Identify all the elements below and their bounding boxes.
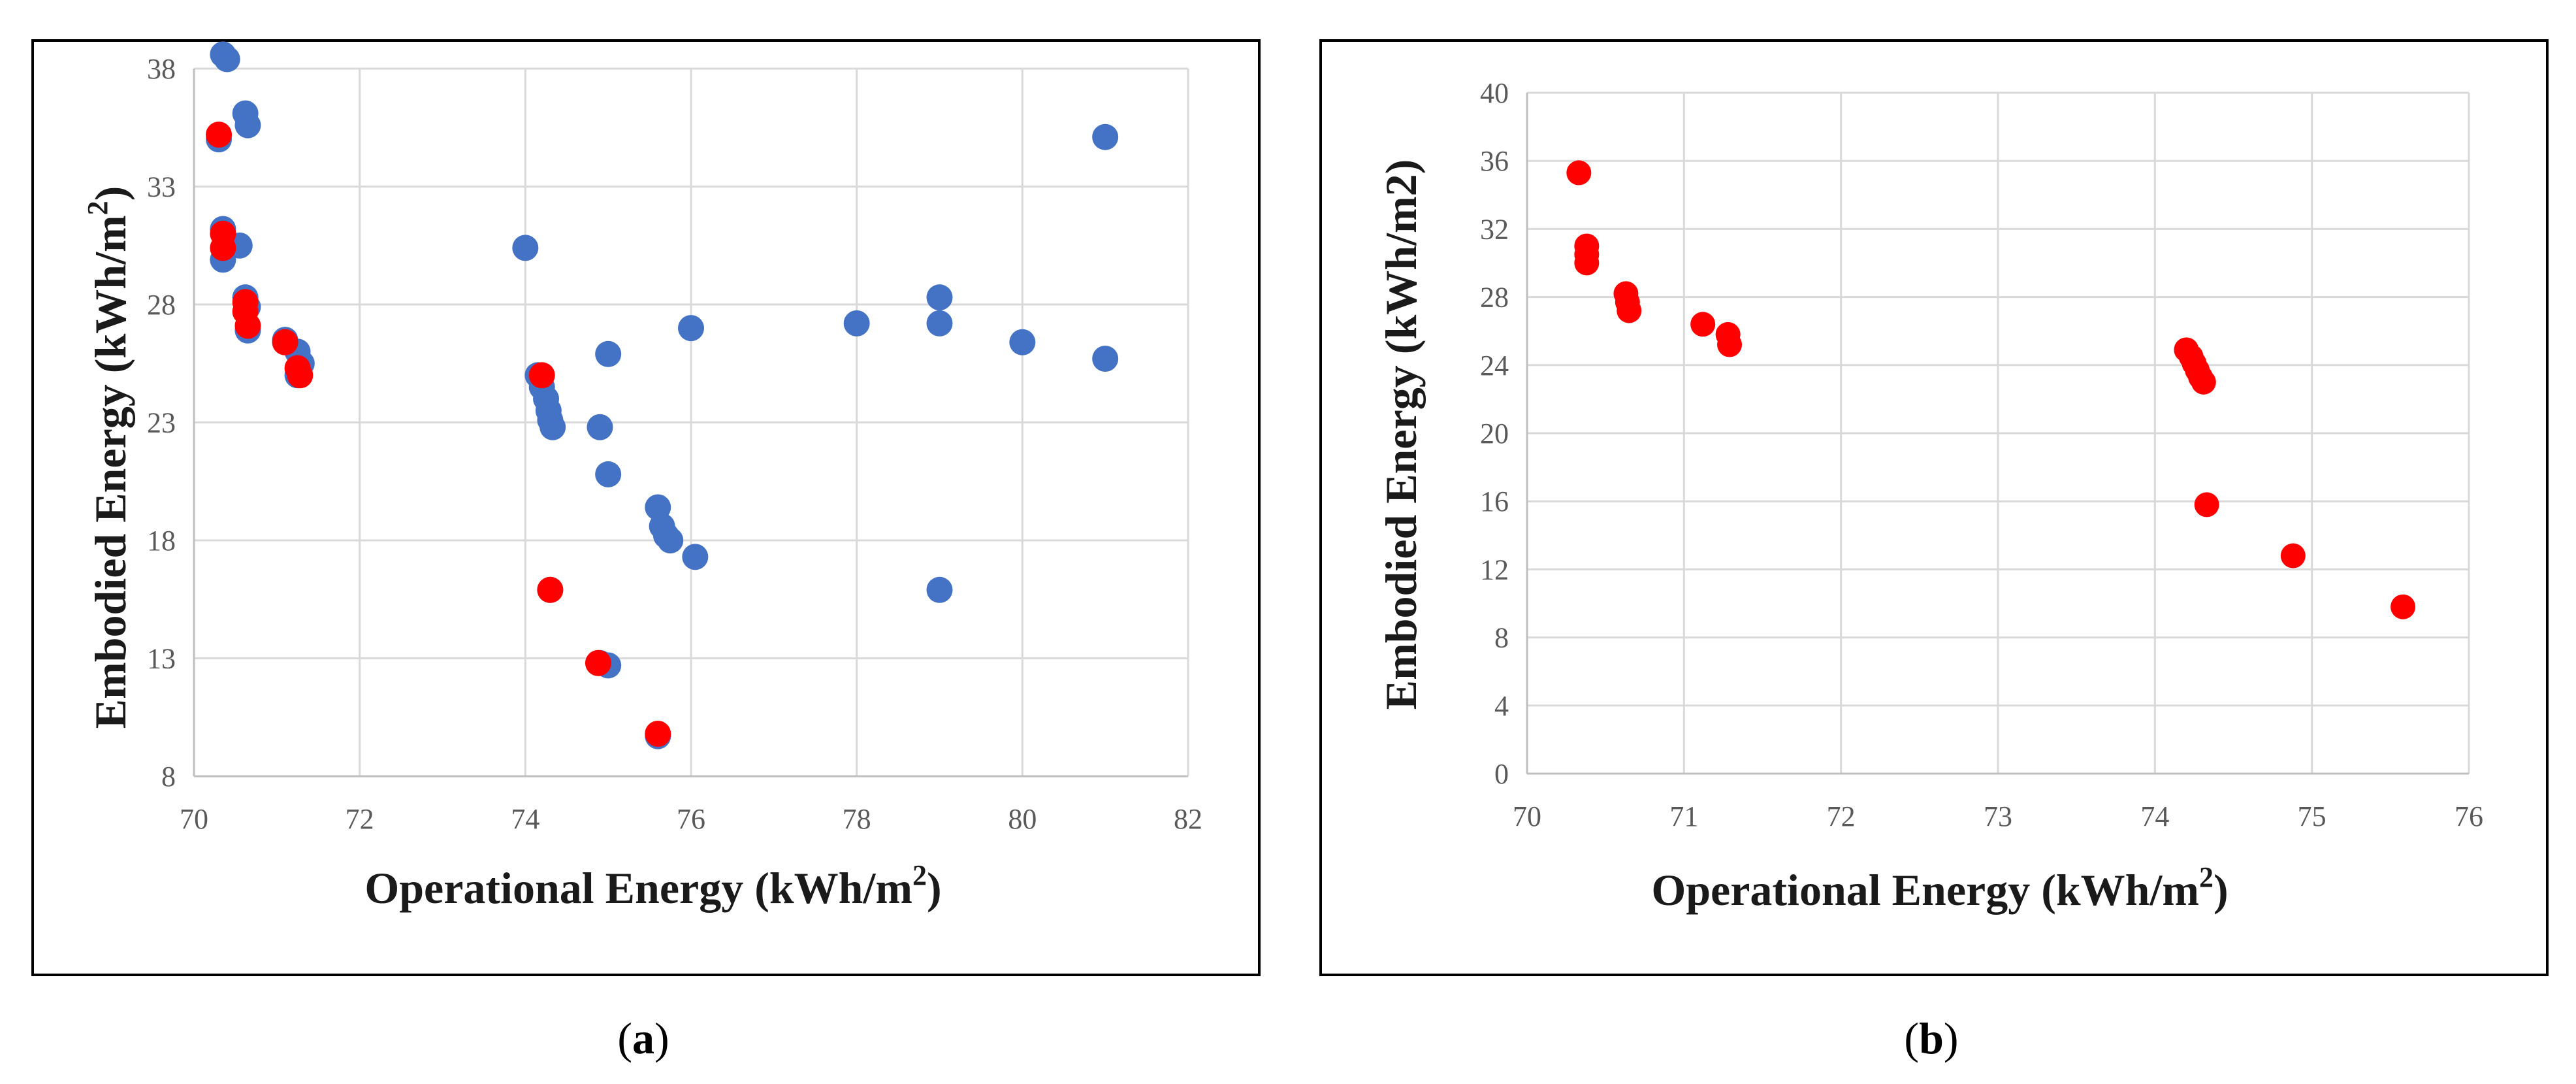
panel-a-point-all-solutions <box>1092 123 1119 150</box>
panel-a-point-optimal-solutions <box>585 649 611 676</box>
panel-b-y-tick-label: 32 <box>1480 213 1509 245</box>
panel-b-point-optimal-solutions <box>2280 543 2306 568</box>
panel-b-point-optimal-solutions <box>2191 369 2216 395</box>
panel-a-point-all-solutions <box>587 414 613 440</box>
panel-b-frame <box>1319 39 2549 976</box>
panel-b-y-axis-title: Embodied Energy (kWh/m2) <box>1376 159 1426 710</box>
panel-b-y-tick-label: 0 <box>1494 758 1509 790</box>
panel-a-y-tick-label: 18 <box>147 525 176 557</box>
panel-b-y-tick-label: 12 <box>1480 553 1509 585</box>
panel-b-y-tick-label: 8 <box>1494 622 1509 654</box>
panel-a-x-tick-label: 74 <box>511 803 539 835</box>
panel-a-point-all-solutions <box>234 112 261 139</box>
panel-a-point-all-solutions <box>512 235 539 261</box>
panel-a-x-tick-label: 78 <box>843 803 871 835</box>
panel-b-x-axis-title: Operational Energy (kWh/m2) <box>1651 861 2228 915</box>
panel-a: 70 72 74 76 78 80 82 8 13 18 23 28 33 38 Operational… <box>31 39 1261 976</box>
panel-b-axes <box>1526 93 2469 775</box>
panel-a-y-tick-label: 23 <box>147 407 176 439</box>
panel-a-y-tick-label: 38 <box>147 53 176 85</box>
panel-b-y-tick-label: 4 <box>1494 690 1509 722</box>
panel-a-gridlines <box>194 67 1189 776</box>
panel-b-y-tick-label: 28 <box>1480 282 1509 314</box>
panel-b-point-optimal-solutions <box>1566 160 1592 186</box>
panel-b-point-optimal-solutions <box>1717 332 1743 357</box>
panel-b-point-optimal-solutions <box>1690 312 1716 337</box>
panel-a-x-ticks: 70 72 74 76 78 80 82 <box>180 803 1202 835</box>
panel-b-x-tick-label: 75 <box>2298 800 2326 832</box>
panel-a-point-all-solutions <box>682 544 709 570</box>
panel-b-x-ticks: 70 71 72 73 74 75 76 <box>1513 800 2483 832</box>
panel-a-point-all-solutions <box>926 284 953 311</box>
panel-a-y-tick-label: 33 <box>147 171 176 203</box>
panel-b-point-optimal-solutions <box>2391 594 2416 619</box>
panel-b-y-tick-label: 16 <box>1480 485 1509 517</box>
panel-a-axes <box>193 69 1188 778</box>
panel-a-x-tick-label: 80 <box>1008 803 1037 835</box>
panel-a-x-tick-label: 76 <box>677 803 705 835</box>
panel-b-x-tick-label: 74 <box>2140 800 2169 832</box>
panel-a-point-all-solutions <box>1092 346 1119 372</box>
panel-a-point-optimal-solutions <box>234 312 261 339</box>
panel-b-y-tick-label: 40 <box>1480 77 1509 109</box>
panel-b-y-tick-label: 36 <box>1480 145 1509 177</box>
panel-b-y-tick-label: 20 <box>1480 418 1509 450</box>
panel-a-point-optimal-solutions <box>287 362 314 389</box>
panel-b-y-tick-label: 24 <box>1480 350 1509 382</box>
caption-b: (b) <box>1904 1013 1958 1063</box>
panel-a-x-tick-label: 82 <box>1174 803 1202 835</box>
panel-a-y-axis-title: Embodied Energy (kWh/m2) <box>82 186 135 729</box>
panel-a-point-optimal-solutions <box>272 329 298 355</box>
panel-a-point-optimal-solutions <box>645 721 671 747</box>
panel-b-gridlines <box>1527 91 2470 774</box>
panel-a-y-tick-label: 8 <box>161 761 176 793</box>
panel-b-x-tick-label: 76 <box>2455 800 2483 832</box>
panel-a-point-optimal-solutions <box>210 235 236 261</box>
panel-a-x-axis-title: Operational Energy (kWh/m2) <box>364 859 941 913</box>
panel-a-point-all-solutions <box>926 576 953 603</box>
panel-a-y-tick-label: 13 <box>147 643 176 675</box>
panel-a-point-all-solutions <box>1009 329 1036 355</box>
panel-a-point-all-solutions <box>843 310 870 337</box>
panel-a-point-all-solutions <box>678 315 704 342</box>
panel-a-point-optimal-solutions <box>206 122 233 148</box>
panel-a-point-all-solutions <box>657 527 684 553</box>
panel-b-point-optimal-solutions <box>1617 298 1642 323</box>
panel-a-x-tick-label: 72 <box>346 803 374 835</box>
panel-b: 70 71 72 73 74 75 76 0 4 8 12 16 20 24 28 32 36 40 Opera… <box>1319 39 2549 976</box>
panel-a-point-optimal-solutions <box>528 362 555 389</box>
panel-a-x-tick-label: 70 <box>180 803 208 835</box>
panel-b-x-tick-label: 71 <box>1669 800 1698 832</box>
panel-a-points <box>206 41 1119 749</box>
panel-a-point-all-solutions <box>595 340 622 367</box>
panel-a-point-optimal-solutions <box>537 576 564 603</box>
panel-a-point-all-solutions <box>926 310 953 337</box>
panel-a-y-ticks: 8 13 18 23 28 33 38 <box>147 53 176 793</box>
panel-b-x-tick-label: 70 <box>1513 800 1541 832</box>
panel-a-y-tick-label: 28 <box>147 289 176 321</box>
panel-a-point-all-solutions <box>214 46 240 73</box>
caption-a: (a) <box>617 1013 669 1063</box>
panel-b-point-optimal-solutions <box>2194 492 2219 517</box>
panel-a-point-all-solutions <box>595 461 622 487</box>
panel-a-point-all-solutions <box>539 414 566 440</box>
panel-b-points <box>1566 160 2416 619</box>
panel-b-y-ticks: 0 4 8 12 16 20 24 28 32 36 40 <box>1480 77 1509 790</box>
panel-b-x-tick-label: 73 <box>1984 800 2012 832</box>
panel-b-point-optimal-solutions <box>1574 250 1600 276</box>
panel-b-x-tick-label: 72 <box>1827 800 1856 832</box>
